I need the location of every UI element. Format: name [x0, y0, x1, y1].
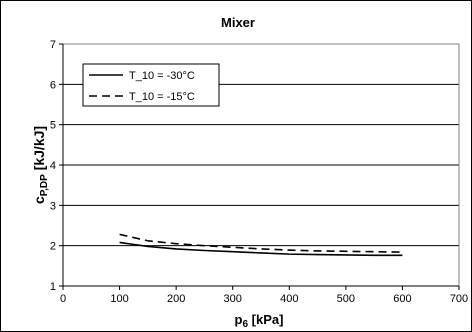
x-tick-label: 700 — [450, 293, 468, 305]
x-axis-label: p6 [kPa] — [235, 312, 284, 330]
y-tick-label: 1 — [50, 281, 56, 293]
axis-label-unit: [kJ/kJ] — [31, 126, 47, 174]
axis-label-main: p — [235, 312, 243, 327]
axes: 1 2 3 4 5 6 7 0 100 200 300 400 500 600 700 — [50, 39, 468, 305]
x-tick-label: 400 — [280, 293, 298, 305]
legend-label-series-2: T_10 = -15°C — [129, 91, 195, 103]
x-tick-label: 200 — [167, 293, 185, 305]
x-tick-label: 500 — [337, 293, 355, 305]
x-tick-label: 600 — [393, 293, 411, 305]
x-tick-label: 100 — [110, 293, 128, 305]
y-axis-label: cP,DP [kJ/kJ] — [31, 126, 50, 204]
y-tick-label: 2 — [50, 241, 56, 253]
legend-label-series-1: T_10 = -30°C — [129, 70, 195, 82]
axis-label-subscript: 6 — [242, 319, 248, 330]
series-lines — [119, 233, 403, 257]
series-line-1-solid — [119, 241, 403, 257]
y-tick-label: 7 — [50, 39, 56, 51]
y-tick-label: 4 — [50, 160, 56, 172]
axis-label-subscript: P,DP — [39, 174, 50, 196]
series-line-2-dashed — [119, 233, 403, 253]
axis-label-unit: [kPa] — [248, 312, 283, 327]
y-tick-label: 6 — [50, 79, 56, 91]
axis-label-main: c — [31, 196, 47, 204]
chart-title: Mixer — [221, 15, 255, 30]
legend-box — [82, 63, 220, 107]
y-tick-label: 3 — [50, 200, 56, 212]
x-tick-label: 300 — [224, 293, 242, 305]
x-tick-label: 0 — [60, 293, 66, 305]
legend: T_10 = -30°C T_10 = -15°C — [82, 63, 220, 107]
y-tick-label: 5 — [50, 120, 56, 132]
